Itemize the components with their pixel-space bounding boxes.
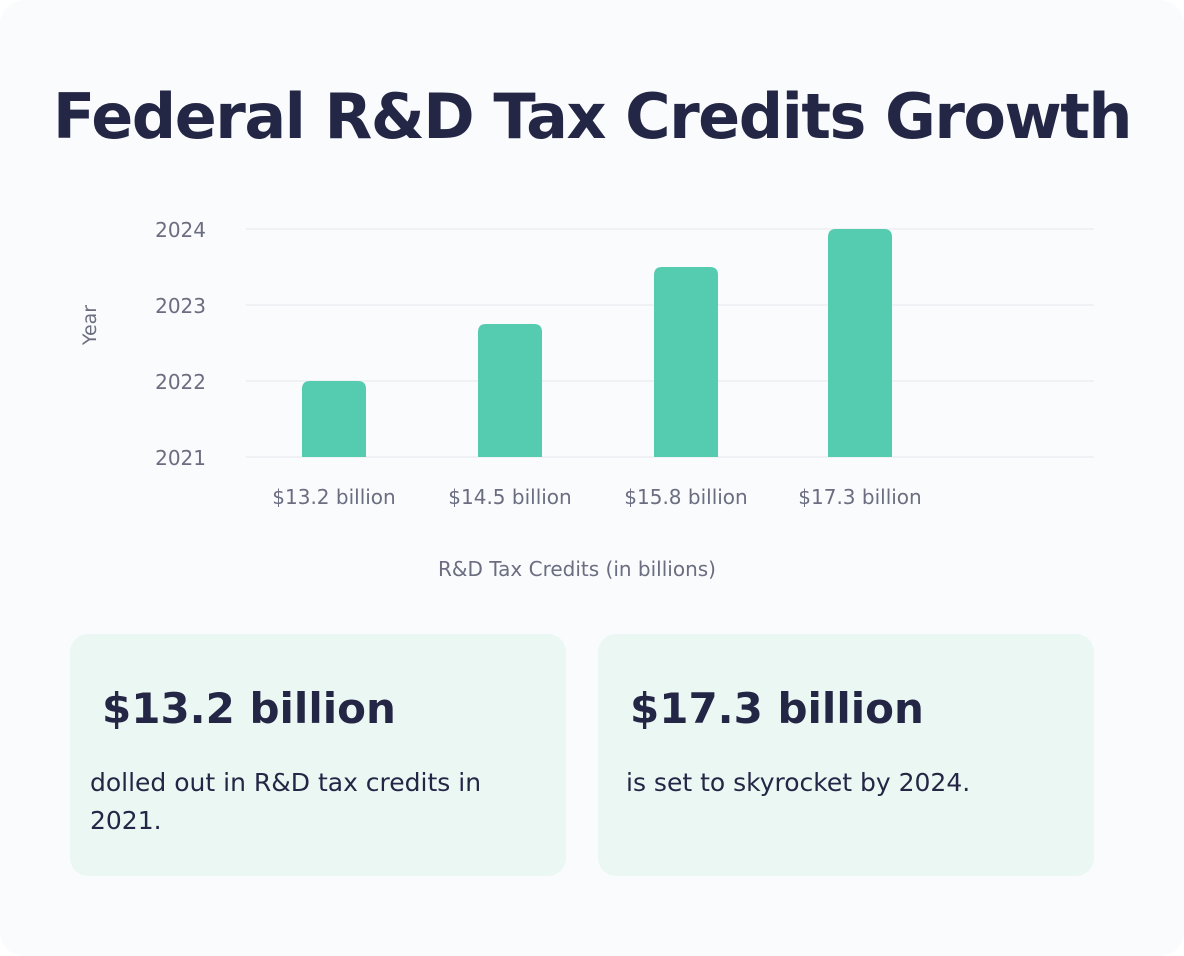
x-tick-label: $14.5 billion [448, 485, 571, 509]
stat-card-2021: $13.2 billion dolled out in R&D tax cred… [70, 634, 566, 876]
bar [478, 324, 542, 457]
page-title: Federal R&D Tax Credits Growth [52, 80, 1133, 153]
y-axis-label: Year [79, 305, 101, 346]
y-tick-label: 2022 [155, 370, 206, 394]
y-tick-label: 2024 [155, 218, 206, 242]
y-tick-label: 2021 [155, 446, 206, 470]
y-tick-label: 2023 [155, 294, 206, 318]
x-tick-label: $17.3 billion [798, 485, 921, 509]
stat-description: is set to skyrocket by 2024. [626, 768, 971, 797]
x-axis-label: R&D Tax Credits (in billions) [438, 557, 716, 581]
x-tick-label: $15.8 billion [624, 485, 747, 509]
stat-card-2024: $17.3 billion is set to skyrocket by 202… [598, 634, 1094, 876]
bar [302, 381, 366, 457]
stat-value: $17.3 billion [630, 684, 924, 733]
bars [302, 229, 892, 457]
x-tick-labels: $13.2 billion $14.5 billion $15.8 billion $… [272, 485, 921, 509]
stat-value: $13.2 billion [102, 684, 396, 733]
bar-chart: 2021 2022 2023 2024 $13.2 billion $14.5 bill… [79, 218, 1094, 581]
x-tick-label: $13.2 billion [272, 485, 395, 509]
y-tick-labels: 2021 2022 2023 2024 [155, 218, 206, 470]
stat-description: dolled out in R&D tax credits in 2021. [90, 768, 482, 835]
bar [828, 229, 892, 457]
bar [654, 267, 718, 457]
